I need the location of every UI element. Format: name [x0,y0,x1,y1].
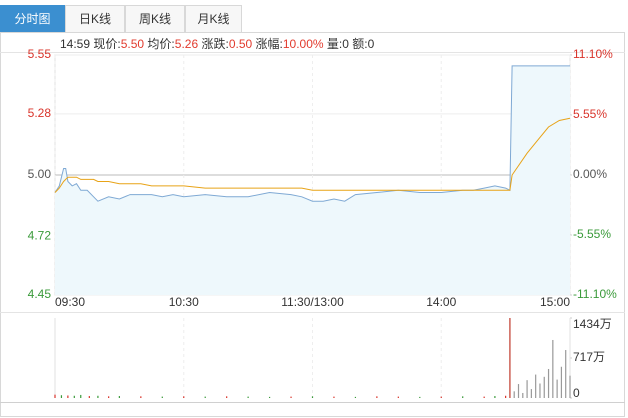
tab[interactable]: 月K线 [185,5,242,32]
quote-value: 0 [342,37,349,51]
series-line [54,117,571,193]
quote-value: 0 [367,37,375,51]
volume-bar [547,368,550,398]
volume-bar [67,395,69,398]
volume-bar [161,396,163,398]
volume-bar [513,391,515,398]
y-tick-label: 5.55 [28,47,52,61]
volume-bar [526,380,528,398]
quote-label: 现价: [93,37,121,51]
y-tick-label: 717万 [573,350,605,364]
volume-bar [97,395,99,398]
volume-bar [204,396,206,398]
tab[interactable]: 周K线 [125,5,185,32]
volume-bar [565,350,567,398]
volume-bar [483,396,485,398]
volume-bar [290,396,292,398]
x-tick-label: 14:00 [426,295,456,309]
y-tick-label: 4.72 [28,228,52,242]
y2-tick-label: -11.10% [573,287,617,301]
volume-bar [397,396,399,398]
quote-label: 涨跌: [201,37,229,51]
volume-bar [247,396,249,398]
volume-bar [108,396,110,398]
y2-tick-label: 5.55% [573,107,607,121]
volume-bar [118,396,120,398]
volume-bar [73,395,75,398]
volume-bar [268,396,271,398]
quote-value: 5.26 [174,37,199,51]
quote-value: 5.50 [120,37,145,51]
volume-bar [88,396,90,398]
volume-bar [462,396,464,398]
y2-tick-label: -5.55% [573,227,611,241]
y-tick-label: 1434万 [573,317,612,331]
volume-bar [311,396,314,398]
volume-bar [183,396,185,398]
volume-bar [539,383,541,398]
volume-bar [535,374,537,398]
volume-bar [376,396,378,398]
quote-line: 14:59 现价:5.50 均价:5.26 涨跌:0.50 涨幅:10.00% … [60,35,374,52]
y-tick-label: 5.00 [28,167,52,181]
volume-bar [419,396,421,398]
y2-tick-label: 0.00% [573,167,607,181]
tab[interactable]: 分时图 [0,5,65,32]
volume-bar [517,384,520,398]
quote-label: 额: [352,37,368,51]
volume-bar [226,396,228,398]
volume-bar [60,395,63,398]
tab[interactable]: 日K线 [65,5,125,32]
quote-label: 涨幅: [255,37,283,51]
x-tick-label: 10:30 [169,295,199,309]
volume-bar [505,395,507,398]
x-tick-label: 09:30 [55,295,85,309]
volume-bar [522,392,524,398]
volume-bar [333,396,335,398]
quote-label: 量: [326,37,343,51]
quote-value: 10.00% [282,37,324,51]
volume-bar [80,394,82,398]
y-tick-label: 5.28 [28,106,52,120]
volume-bar [509,318,511,398]
volume-bar [556,379,558,398]
volume-bar [54,394,56,398]
volume-bar [560,366,563,398]
volume-bar [494,396,496,398]
quote-value: 0.50 [228,37,253,51]
quote-time: 14:59 [60,37,91,51]
x-tick-label: 11:30/13:00 [281,295,344,309]
price-area [55,65,570,296]
y-tick-label: 0 [573,386,580,400]
volume-bar [140,396,142,398]
quote-label: 均价: [147,37,175,51]
frame [0,32,625,417]
y2-tick-label: 11.10% [573,47,613,61]
volume-bar [530,389,532,398]
volume-bar [552,339,554,398]
x-tick-label: 15:00 [540,295,570,309]
volume-bar [569,375,571,398]
volume-bar [543,376,545,398]
volume-bar [354,396,357,398]
volume-bar [440,396,442,398]
y-tick-label: 4.45 [28,287,52,301]
series-line [54,65,570,202]
